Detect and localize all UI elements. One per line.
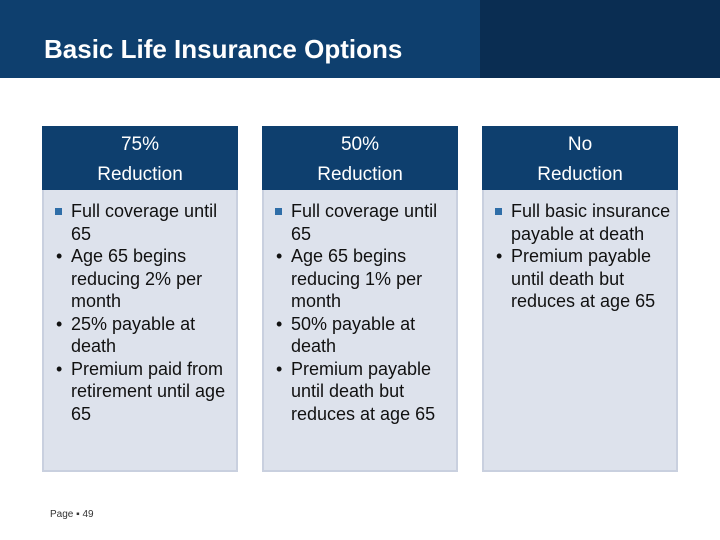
bullet-item: • Premium payable until death but reduces… (484, 245, 672, 313)
option-column-50: 50% Reduction Full coverage until 65 • Age… (262, 126, 458, 472)
column-heading: No Reduction (482, 126, 678, 190)
column-bullets: Full basic insurance payable at death • Pr… (484, 200, 676, 313)
heading-line-1: No (567, 134, 593, 155)
title-bar-accent (480, 0, 720, 78)
title-bar: Basic Life Insurance Options (0, 0, 720, 78)
column-bullets: Full coverage until 65 • Age 65 begins red… (264, 200, 456, 425)
option-column-75: 75% Reduction Full coverage until 65 • Age… (42, 126, 238, 472)
square-bullet-icon (495, 208, 502, 215)
bullet-text: Full basic insurance payable at death (511, 201, 671, 244)
bullet-item: Full coverage until 65 (264, 200, 452, 245)
column-heading: 50% Reduction (262, 126, 458, 190)
bullet-item: • Age 65 begins reducing 2% per month (44, 245, 232, 313)
heading-line-2: Reduction (97, 164, 183, 185)
bullet-item: • Premium payable until death but reduces… (264, 358, 452, 426)
bullet-item: Full coverage until 65 (44, 200, 232, 245)
square-bullet-icon (55, 208, 62, 215)
bullet-text: Premium payable until death but reduces … (511, 246, 656, 311)
bullet-text: Age 65 begins reducing 2% per month (71, 246, 203, 311)
bullet-dot-icon: • (276, 358, 283, 379)
column-heading: 75% Reduction (42, 126, 238, 190)
bullet-item: • 25% payable at death (44, 313, 232, 358)
bullet-text: 25% payable at death (71, 313, 196, 357)
bullet-text: Full coverage until 65 (291, 201, 438, 244)
bullet-dot-icon: • (56, 246, 63, 266)
bullet-dot-icon: • (56, 358, 63, 379)
slide-title: Basic Life Insurance Options (44, 34, 403, 64)
bullet-text: Full coverage until 65 (71, 201, 218, 244)
bullet-dot-icon: • (56, 313, 63, 334)
page-number: Page ▪ 49 (50, 509, 94, 520)
bullet-dot-icon: • (276, 246, 283, 266)
square-bullet-icon (275, 208, 282, 215)
bullet-text: Age 65 begins reducing 1% per month (291, 246, 423, 311)
heading-line-1: 75% (120, 134, 160, 155)
bullet-item: Full basic insurance payable at death (484, 200, 672, 245)
bullet-dot-icon: • (496, 246, 503, 266)
option-column-none: No Reduction Full basic insurance payabl… (482, 126, 678, 472)
bullet-dot-icon: • (276, 313, 283, 334)
bullet-text: 50% payable at death (291, 313, 416, 357)
heading-line-2: Reduction (317, 164, 403, 185)
column-bullets: Full coverage until 65 • Age 65 begins red… (44, 200, 236, 425)
heading-line-2: Reduction (537, 164, 623, 185)
bullet-text: Premium paid from retirement until age 6… (71, 358, 226, 424)
bullet-item: • Premium paid from retirement until age … (44, 358, 232, 426)
bullet-text: Premium payable until death but reduces … (291, 358, 436, 424)
heading-line-1: 50% (340, 134, 380, 155)
bullet-item: • 50% payable at death (264, 313, 452, 358)
bullet-item: • Age 65 begins reducing 1% per month (264, 245, 452, 313)
